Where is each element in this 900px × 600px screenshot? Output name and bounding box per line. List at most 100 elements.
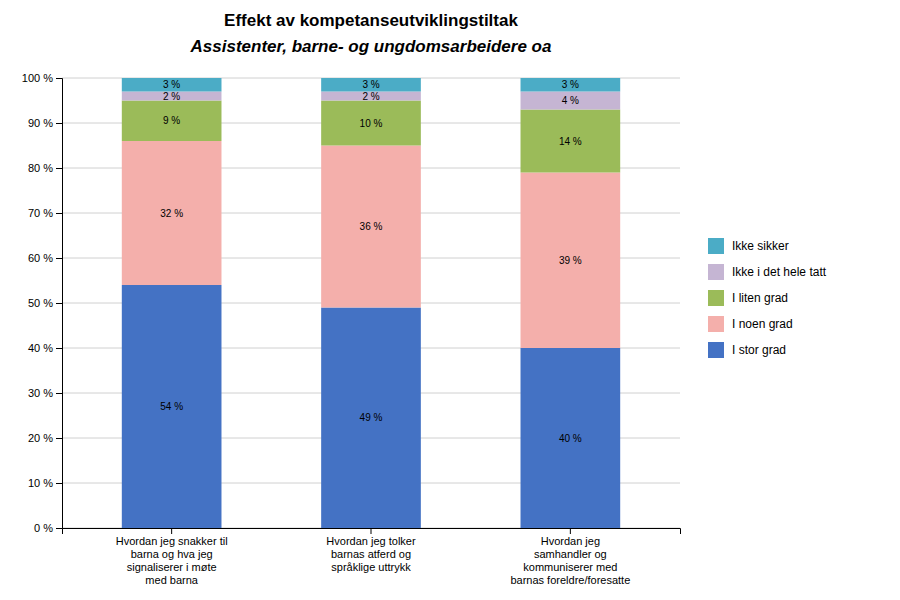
x-tick-label-line: kommuniserer med — [523, 561, 617, 573]
x-tick-label-line: samhandler og — [534, 548, 607, 560]
bar-segment — [321, 101, 421, 146]
x-axis: Hvordan jeg snakker tilbarna og hva jegs… — [63, 528, 681, 586]
bar-segment — [122, 78, 222, 92]
legend-label: I stor grad — [732, 343, 786, 357]
y-tick: 30 % — [28, 387, 62, 399]
y-tick-mark — [56, 78, 62, 79]
y-tick: 10 % — [28, 477, 62, 489]
y-tick-mark — [56, 528, 62, 529]
legend-swatch — [708, 238, 724, 254]
legend-swatch — [708, 316, 724, 332]
y-tick-mark — [56, 483, 62, 484]
y-tick: 100 % — [22, 72, 62, 84]
bars — [122, 78, 620, 528]
y-axis: 0 % 10 % 20 % 30 % 40 % 50 % 60 % 70 % 80 % 90 % 1… — [22, 72, 63, 534]
x-tick-mark — [171, 528, 172, 534]
y-tick-label: 50 % — [28, 297, 53, 309]
y-tick: 20 % — [28, 432, 62, 444]
bar-segment — [521, 173, 621, 349]
data-label: 3 % — [362, 79, 379, 90]
y-tick-label: 30 % — [28, 387, 53, 399]
y-tick-mark — [56, 438, 62, 439]
x-tick-label-line: Hvordan jeg — [541, 535, 600, 547]
data-label: 54 % — [160, 401, 183, 412]
x-tick-label-line: Hvordan jeg snakker til — [116, 535, 228, 547]
x-tick-label-line: Hvordan jeg tolker — [326, 535, 416, 547]
x-tick-label-line: barna og hva jeg — [131, 548, 213, 560]
y-tick: 80 % — [28, 162, 62, 174]
legend-item: I liten grad — [708, 290, 788, 306]
y-tick-mark — [56, 303, 62, 304]
x-tick: Hvordan jegsamhandler ogkommuniserer med… — [510, 528, 630, 586]
x-tick-label-line: signaliserer i møte — [127, 561, 217, 573]
y-tick-label: 70 % — [28, 207, 53, 219]
y-tick-label: 0 % — [34, 522, 53, 534]
bar-segment — [521, 110, 621, 173]
y-tick-mark — [56, 213, 62, 214]
legend-swatch — [708, 342, 724, 358]
y-tick: 50 % — [28, 297, 62, 309]
y-tick-mark — [56, 258, 62, 259]
legend-item: I noen grad — [708, 316, 793, 332]
y-tick-mark — [56, 348, 62, 349]
subtitle: Assistenter, barne- og ungdomsarbeidere … — [190, 37, 552, 56]
y-tick-mark — [56, 168, 62, 169]
data-label: 32 % — [160, 208, 183, 219]
x-axis-line — [63, 529, 681, 535]
legend: Ikke sikker Ikke i det hele tatt I liten g… — [708, 238, 827, 358]
x-tick-label-line: barnas atferd og — [331, 548, 411, 560]
grid — [62, 78, 680, 528]
legend-item: Ikke i det hele tatt — [708, 264, 827, 280]
data-label: 40 % — [559, 433, 582, 444]
y-axis-line — [56, 79, 63, 529]
legend-item: Ikke sikker — [708, 238, 789, 254]
y-tick-label: 60 % — [28, 252, 53, 264]
y-tick: 40 % — [28, 342, 62, 354]
bar-segment — [122, 141, 222, 285]
legend-label: Ikke sikker — [732, 239, 789, 253]
y-tick: 0 % — [34, 522, 62, 534]
y-tick-label: 80 % — [28, 162, 53, 174]
data-label: 3 % — [562, 79, 579, 90]
legend-swatch — [708, 264, 724, 280]
bar-segment — [321, 308, 421, 529]
plot: 54 %49 %40 %32 %36 %39 %9 %10 %14 %2 %2 … — [22, 72, 681, 586]
legend-item: I stor grad — [708, 342, 786, 358]
y-tick-mark — [56, 123, 62, 124]
x-tick-label: Hvordan jeg tolkerbarnas atferd ogspråkl… — [326, 535, 416, 573]
bar-segment — [521, 78, 621, 92]
legend-label: Ikke i det hele tatt — [732, 265, 827, 279]
x-tick: Hvordan jeg snakker tilbarna og hva jegs… — [116, 528, 228, 586]
data-labels: 54 %49 %40 %32 %36 %39 %9 %10 %14 %2 %2 … — [160, 79, 582, 443]
y-tick-label: 10 % — [28, 477, 53, 489]
data-label: 3 % — [163, 79, 180, 90]
bar-segment — [122, 285, 222, 528]
bar-segment — [122, 101, 222, 142]
y-tick-label: 100 % — [22, 72, 53, 84]
title: Effekt av kompetanseutviklingstiltak — [224, 11, 518, 30]
y-tick-mark — [56, 393, 62, 394]
bar-segment — [321, 146, 421, 308]
data-label: 9 % — [163, 115, 180, 126]
data-label: 10 % — [360, 118, 383, 129]
data-label: 2 % — [163, 91, 180, 102]
data-label: 36 % — [360, 221, 383, 232]
bar-segment — [122, 92, 222, 101]
y-tick: 60 % — [28, 252, 62, 264]
x-tick-label-line: barnas foreldre/foresatte — [510, 574, 630, 586]
y-tick-label: 20 % — [28, 432, 53, 444]
y-tick-label: 40 % — [28, 342, 53, 354]
y-tick: 90 % — [28, 117, 62, 129]
x-tick-mark — [570, 528, 571, 534]
data-label: 4 % — [562, 95, 579, 106]
data-label: 2 % — [362, 91, 379, 102]
data-label: 39 % — [559, 255, 582, 266]
y-tick-label: 90 % — [28, 117, 53, 129]
bar-segment — [521, 92, 621, 110]
legend-swatch — [708, 290, 724, 306]
bar-segment — [521, 348, 621, 528]
y-tick: 70 % — [28, 207, 62, 219]
chart: Effekt av kompetanseutviklingstiltak Assi… — [0, 0, 900, 600]
bar-segment — [321, 78, 421, 92]
legend-label: I noen grad — [732, 317, 793, 331]
